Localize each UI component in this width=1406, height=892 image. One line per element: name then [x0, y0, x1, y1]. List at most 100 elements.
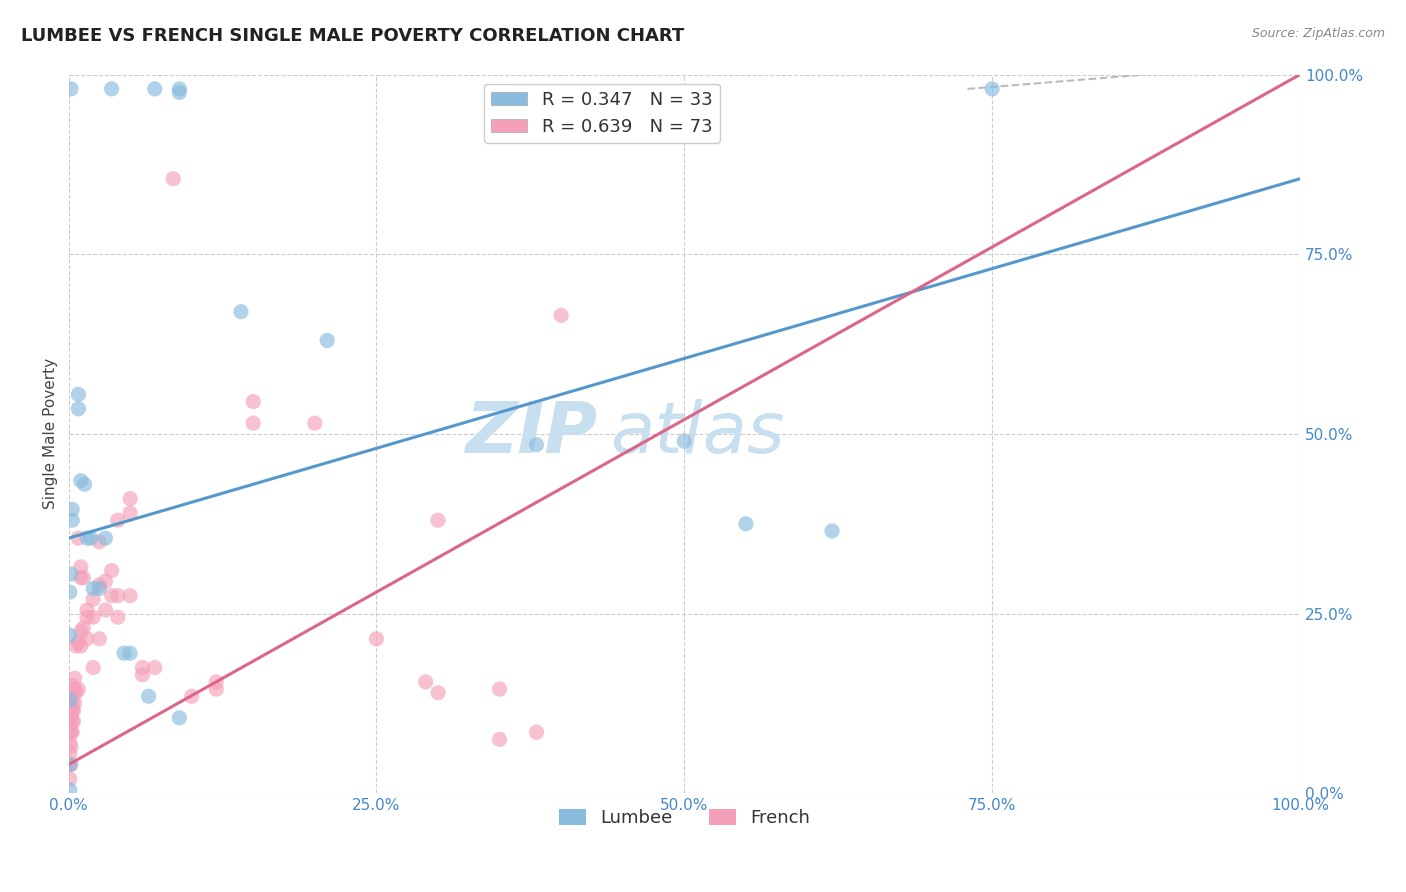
Point: [76, 610, 98, 624]
Legend: Lumbee, French: Lumbee, French: [551, 802, 817, 835]
Point: [107, 589, 129, 603]
Point: [550, 309, 572, 323]
Point: [60, 714, 83, 729]
Point: [981, 82, 1004, 96]
Point: [169, 711, 191, 725]
Point: [169, 86, 191, 100]
Point: [63, 697, 86, 711]
Point: [120, 589, 142, 603]
Point: [70, 560, 93, 574]
Point: [59, 585, 82, 599]
Point: [63, 682, 86, 697]
Point: [131, 667, 153, 681]
Point: [427, 686, 450, 700]
Point: [59, 757, 82, 772]
Point: [60, 725, 83, 739]
Point: [70, 474, 93, 488]
Point: [67, 635, 90, 649]
Point: [62, 714, 84, 729]
Point: [107, 610, 129, 624]
Point: [76, 632, 98, 646]
Point: [59, 736, 82, 750]
Point: [62, 686, 84, 700]
Point: [59, 82, 82, 96]
Text: atlas: atlas: [610, 400, 785, 468]
Point: [60, 690, 83, 704]
Point: [59, 693, 82, 707]
Text: LUMBEE VS FRENCH SINGLE MALE POVERTY CORRELATION CHART: LUMBEE VS FRENCH SINGLE MALE POVERTY COR…: [21, 27, 685, 45]
Point: [120, 506, 142, 520]
Point: [488, 682, 510, 697]
Point: [63, 671, 86, 685]
Point: [59, 711, 82, 725]
Point: [82, 582, 104, 596]
Point: [59, 567, 82, 582]
Point: [100, 564, 122, 578]
Point: [89, 632, 111, 646]
Point: [366, 632, 388, 646]
Point: [89, 582, 111, 596]
Point: [169, 82, 191, 96]
Point: [734, 516, 756, 531]
Point: [60, 513, 83, 527]
Point: [488, 732, 510, 747]
Point: [242, 394, 264, 409]
Point: [120, 491, 142, 506]
Point: [59, 697, 82, 711]
Point: [59, 757, 82, 772]
Point: [67, 401, 90, 416]
Point: [59, 725, 82, 739]
Point: [60, 679, 83, 693]
Point: [304, 416, 326, 430]
Point: [180, 690, 202, 704]
Point: [673, 434, 696, 449]
Point: [143, 660, 166, 674]
Point: [59, 711, 82, 725]
Point: [205, 674, 228, 689]
Point: [94, 603, 117, 617]
Point: [205, 682, 228, 697]
Point: [112, 646, 135, 660]
Point: [59, 772, 82, 786]
Point: [229, 304, 252, 318]
Point: [120, 646, 142, 660]
Point: [80, 531, 103, 545]
Point: [72, 571, 94, 585]
Y-axis label: Single Male Poverty: Single Male Poverty: [44, 359, 58, 509]
Point: [107, 513, 129, 527]
Point: [94, 531, 117, 545]
Point: [60, 697, 83, 711]
Point: [59, 747, 82, 761]
Point: [82, 660, 104, 674]
Point: [526, 725, 548, 739]
Point: [76, 603, 98, 617]
Point: [67, 387, 90, 401]
Point: [65, 686, 87, 700]
Point: [59, 782, 82, 797]
Point: [62, 704, 84, 718]
Point: [94, 574, 117, 589]
Point: [70, 639, 93, 653]
Point: [100, 589, 122, 603]
Point: [59, 757, 82, 772]
Point: [100, 82, 122, 96]
Point: [67, 682, 90, 697]
Point: [427, 513, 450, 527]
Point: [60, 704, 83, 718]
Point: [70, 624, 93, 639]
Point: [82, 592, 104, 607]
Point: [65, 639, 87, 653]
Point: [162, 171, 184, 186]
Point: [59, 725, 82, 739]
Point: [89, 578, 111, 592]
Point: [67, 531, 90, 545]
Point: [76, 531, 98, 545]
Point: [89, 534, 111, 549]
Point: [526, 438, 548, 452]
Point: [72, 621, 94, 635]
Point: [131, 660, 153, 674]
Point: [82, 610, 104, 624]
Point: [59, 718, 82, 732]
Point: [415, 674, 437, 689]
Point: [143, 82, 166, 96]
